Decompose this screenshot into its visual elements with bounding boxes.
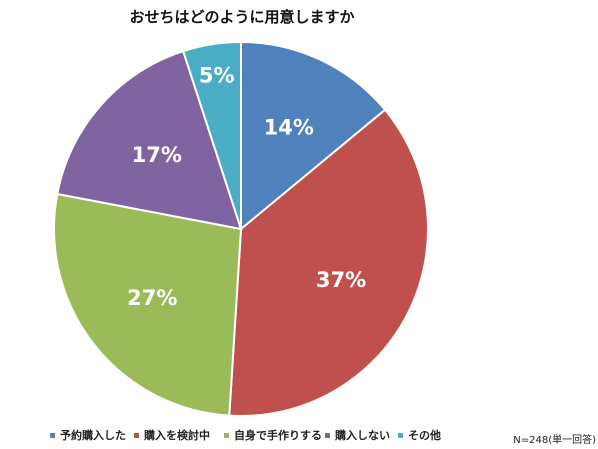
legend-item-4: 購入しない: [325, 428, 390, 442]
legend-item-5: その他: [398, 428, 441, 442]
slice-value-label-3: 27%: [127, 286, 177, 310]
legend-item-2: 購入を検討中: [134, 428, 210, 442]
slice-value-label-1: 14%: [264, 116, 314, 140]
slice-value-label-2: 37%: [316, 268, 366, 292]
sample-size-note: N=248(単一回答): [513, 433, 596, 446]
legend-swatch-4: [325, 433, 330, 438]
legend-label-3: 自身で手作りする: [234, 428, 322, 442]
legend-label-2: 購入を検討中: [143, 428, 210, 442]
legend-label-5: その他: [408, 428, 441, 442]
legend-swatch-5: [398, 433, 403, 438]
chart-title: おせちはどのように用意しますか: [129, 8, 354, 26]
pie-slice-3: [53, 192, 243, 417]
pie-slices: [53, 40, 429, 417]
legend-label-1: 予約購入した: [60, 428, 126, 442]
legend: 予約購入した 購入を検討中 自身で手作りする 購入しない その他: [50, 428, 441, 442]
legend-swatch-1: [50, 433, 55, 438]
legend-label-4: 購入しない: [334, 428, 390, 442]
pie-slice-2: [228, 108, 429, 417]
pie-slice-4: [56, 49, 243, 231]
pie-slice-5: [181, 40, 242, 230]
legend-item-1: 予約購入した: [50, 428, 126, 442]
slice-labels: 14% 37% 27% 17% 5%: [127, 64, 366, 310]
pie-slice-1: [240, 40, 387, 232]
slice-value-label-5: 5%: [199, 64, 235, 88]
legend-item-3: 自身で手作りする: [224, 428, 322, 442]
slice-value-label-4: 17%: [132, 143, 182, 167]
legend-swatch-2: [134, 433, 139, 438]
legend-swatch-3: [224, 433, 229, 438]
